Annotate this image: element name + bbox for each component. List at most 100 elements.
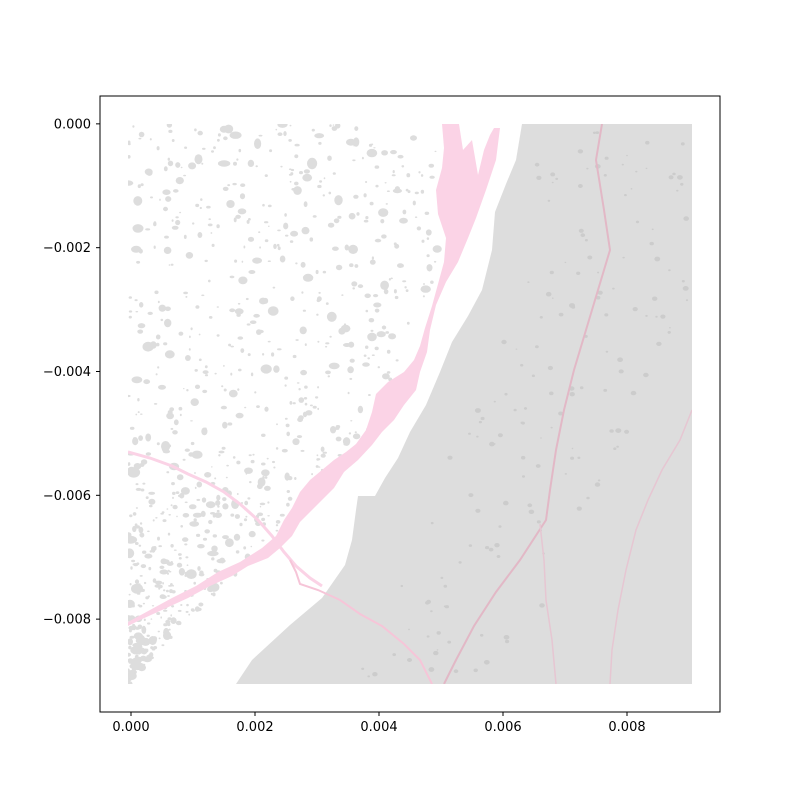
pond (320, 446, 325, 452)
pond (223, 364, 225, 367)
pond (165, 589, 169, 593)
pond (293, 186, 302, 195)
pond (386, 190, 390, 192)
pond (148, 566, 152, 571)
land-speck (645, 140, 650, 145)
pond (166, 124, 173, 128)
pond (261, 433, 266, 437)
pond (194, 154, 203, 165)
pond (172, 430, 178, 435)
pond (217, 160, 231, 167)
pond (160, 616, 162, 619)
pond (167, 569, 170, 572)
pond (171, 482, 175, 486)
pond (253, 313, 260, 318)
land-speck (578, 228, 584, 233)
land-speck (527, 281, 530, 283)
land-speck (630, 390, 637, 396)
pond (183, 291, 189, 295)
pond (195, 203, 200, 208)
land-speck (447, 455, 453, 460)
pond (196, 481, 203, 488)
pond (286, 502, 290, 507)
pond (167, 617, 172, 621)
x-tick-label: 0.004 (360, 720, 397, 735)
pond (133, 196, 143, 206)
land-speck (555, 177, 559, 180)
pond (240, 183, 246, 187)
land-speck (621, 163, 624, 166)
pond (156, 146, 160, 151)
pond (195, 305, 200, 309)
pond (344, 244, 349, 251)
pond (221, 446, 226, 450)
pond (273, 365, 280, 373)
pond (374, 238, 382, 243)
pond (319, 180, 323, 183)
pond (135, 483, 139, 486)
pond (200, 198, 203, 201)
land-speck (474, 408, 481, 413)
pond (216, 494, 221, 501)
pond (279, 255, 286, 263)
pond (292, 354, 297, 359)
pond (237, 302, 241, 305)
land-speck (615, 428, 622, 433)
land-speck (447, 640, 452, 644)
land-speck (400, 584, 404, 588)
land-speck (473, 668, 478, 673)
pond (255, 329, 262, 335)
pond (198, 333, 201, 336)
pond (338, 327, 346, 335)
pond (266, 457, 269, 460)
pond (137, 411, 140, 414)
pond (399, 217, 408, 224)
land-speck (605, 350, 609, 353)
pond (357, 284, 364, 289)
pond (397, 154, 404, 159)
pond (317, 386, 320, 389)
pond (131, 376, 143, 384)
pond (142, 638, 145, 640)
pond (250, 372, 254, 377)
pond (298, 388, 301, 391)
land-speck (597, 271, 600, 274)
pond (158, 545, 162, 548)
land-speck (550, 426, 553, 429)
pond (217, 138, 220, 142)
pond (173, 189, 179, 193)
pond (132, 437, 139, 446)
land-speck (505, 639, 510, 644)
pond (304, 343, 307, 346)
pond (143, 581, 147, 585)
pond (272, 286, 276, 289)
pond (410, 135, 417, 141)
land-speck (592, 131, 597, 134)
pond (264, 485, 271, 491)
pond (133, 625, 137, 629)
pond (380, 280, 389, 290)
pond (154, 290, 159, 295)
land-speck (536, 175, 542, 180)
pond (284, 213, 287, 217)
land-speck (392, 653, 397, 657)
pond (406, 173, 411, 178)
pond (309, 404, 313, 407)
y-tick-label: −0.002 (43, 241, 91, 256)
pond (292, 402, 296, 405)
pond (184, 574, 187, 577)
pond (264, 239, 269, 243)
land-speck (579, 386, 584, 390)
pond (325, 345, 328, 348)
pond (335, 264, 343, 271)
pond (161, 644, 165, 647)
pond (144, 553, 153, 559)
pond (185, 569, 197, 579)
land-speck (571, 447, 574, 450)
pond (190, 420, 193, 422)
pond (170, 583, 173, 587)
pond (302, 309, 306, 312)
pond (241, 260, 244, 263)
pond (370, 329, 374, 332)
pond (348, 432, 352, 435)
